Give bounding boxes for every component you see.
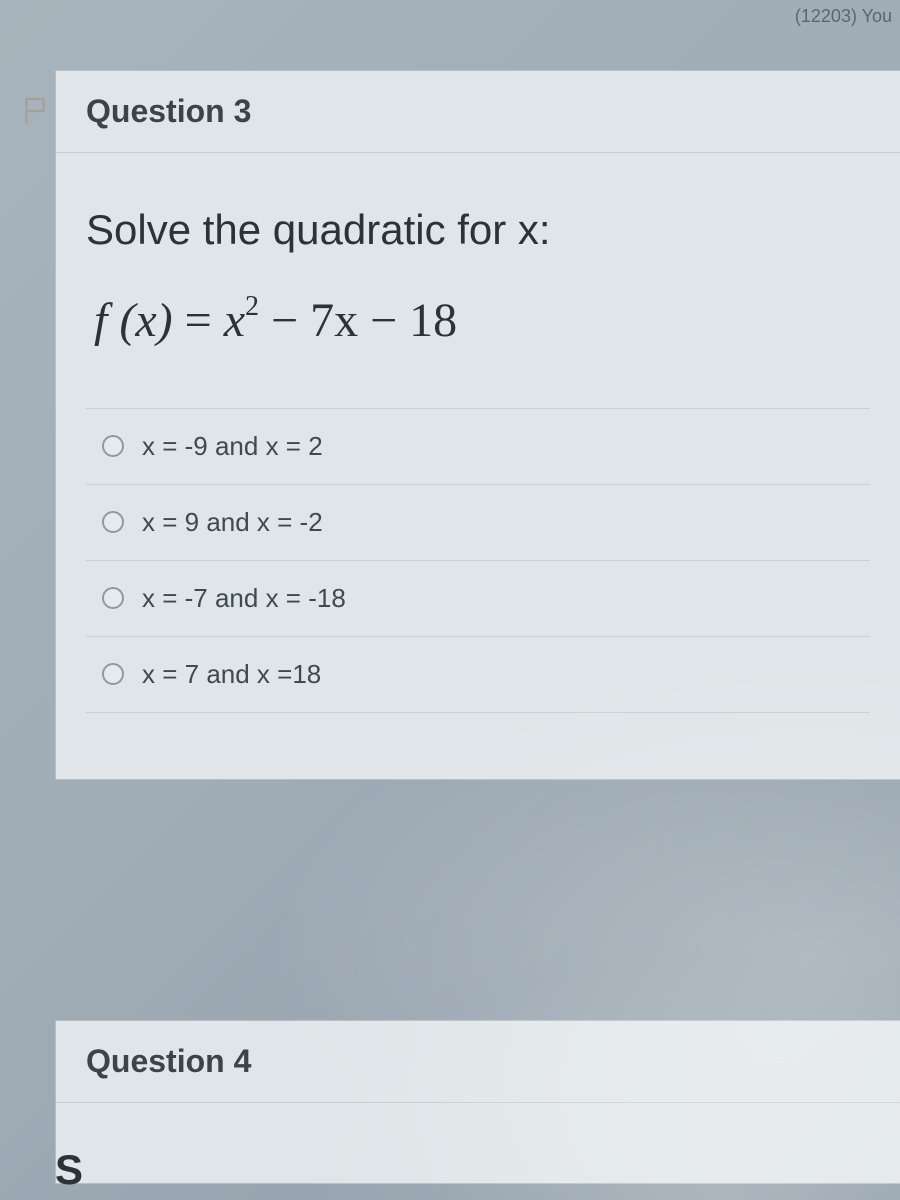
equation-x: x xyxy=(224,294,245,347)
question-3-body: Solve the quadratic for x: f (x) = x2 − … xyxy=(56,153,900,779)
top-bar-text: (12203) You xyxy=(787,0,900,33)
option-label: x = -7 and x = -18 xyxy=(142,583,346,614)
equation: f (x) = x2 − 7x − 18 xyxy=(86,293,870,348)
radio-icon[interactable] xyxy=(102,663,124,685)
question-4-card: Question 4 xyxy=(55,1020,900,1184)
equation-eq: = xyxy=(173,294,224,347)
radio-icon[interactable] xyxy=(102,511,124,533)
equation-rest: − 7x − 18 xyxy=(259,294,457,347)
question-prompt: Solve the quadratic for x: xyxy=(86,203,870,258)
option-row[interactable]: x = 9 and x = -2 xyxy=(86,485,870,561)
option-row[interactable]: x = -9 and x = 2 xyxy=(86,409,870,485)
radio-icon[interactable] xyxy=(102,435,124,457)
partial-cutoff-text: S xyxy=(55,1146,83,1194)
option-label: x = 7 and x =18 xyxy=(142,659,321,690)
radio-icon[interactable] xyxy=(102,587,124,609)
option-row[interactable]: x = -7 and x = -18 xyxy=(86,561,870,637)
answer-options: x = -9 and x = 2 x = 9 and x = -2 x = -7… xyxy=(86,408,870,713)
question-4-header: Question 4 xyxy=(56,1021,900,1103)
question-3-card: Question 3 Solve the quadratic for x: f … xyxy=(55,70,900,780)
flag-icon[interactable] xyxy=(20,95,50,127)
option-label: x = 9 and x = -2 xyxy=(142,507,323,538)
equation-exponent: 2 xyxy=(245,291,259,322)
option-label: x = -9 and x = 2 xyxy=(142,431,323,462)
question-3-header: Question 3 xyxy=(56,71,900,153)
option-row[interactable]: x = 7 and x =18 xyxy=(86,637,870,712)
equation-fx: f (x) xyxy=(94,294,173,347)
